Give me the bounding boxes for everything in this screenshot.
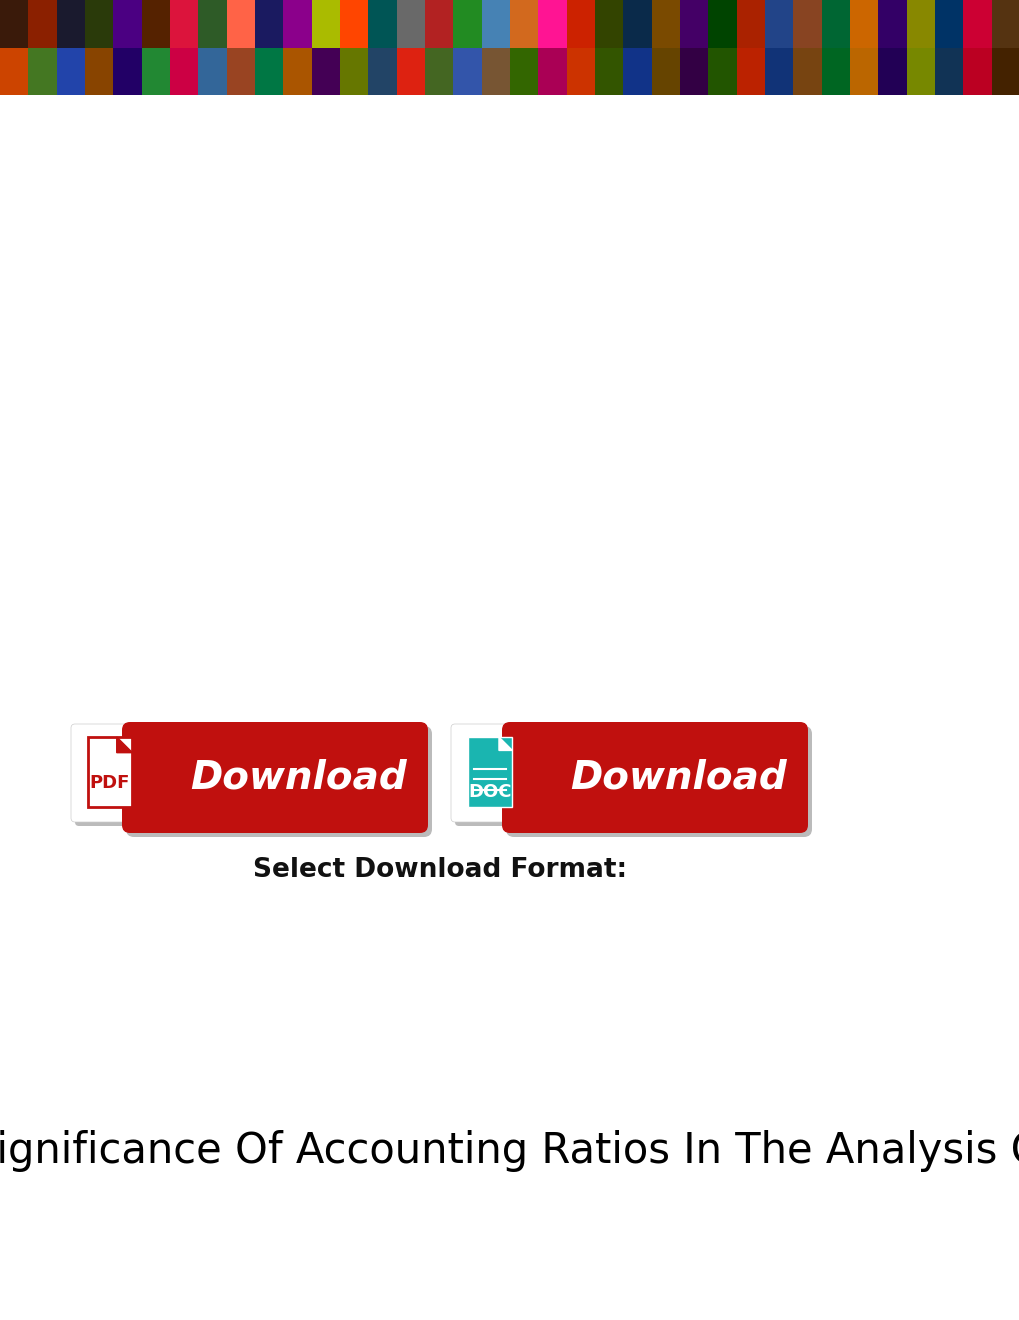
Bar bbox=[198, 0, 226, 48]
Bar bbox=[962, 48, 990, 95]
Bar bbox=[57, 48, 85, 95]
Bar bbox=[594, 0, 623, 48]
Bar bbox=[170, 48, 198, 95]
Bar bbox=[934, 48, 962, 95]
Bar bbox=[312, 48, 339, 95]
Bar bbox=[962, 0, 990, 48]
Bar bbox=[29, 0, 57, 48]
Bar bbox=[452, 48, 481, 95]
FancyBboxPatch shape bbox=[75, 729, 153, 826]
Text: DOC: DOC bbox=[468, 783, 512, 801]
Bar bbox=[255, 48, 283, 95]
Bar bbox=[368, 48, 396, 95]
Bar bbox=[707, 48, 736, 95]
Text: Download: Download bbox=[190, 759, 407, 796]
FancyBboxPatch shape bbox=[467, 737, 512, 808]
Bar bbox=[538, 48, 567, 95]
Bar bbox=[425, 48, 452, 95]
Bar bbox=[0, 48, 29, 95]
Bar bbox=[764, 48, 793, 95]
Bar bbox=[481, 48, 510, 95]
FancyBboxPatch shape bbox=[454, 729, 533, 826]
Text: Download: Download bbox=[570, 759, 786, 796]
Bar bbox=[396, 48, 425, 95]
Bar bbox=[538, 0, 567, 48]
Bar bbox=[567, 0, 594, 48]
Bar bbox=[255, 0, 283, 48]
Bar bbox=[849, 0, 877, 48]
Bar bbox=[339, 0, 368, 48]
FancyBboxPatch shape bbox=[505, 726, 811, 837]
Bar bbox=[226, 0, 255, 48]
Bar bbox=[821, 0, 849, 48]
Bar bbox=[283, 48, 312, 95]
Bar bbox=[29, 48, 57, 95]
Bar bbox=[396, 0, 425, 48]
Bar bbox=[312, 0, 339, 48]
Bar bbox=[85, 0, 113, 48]
Bar bbox=[510, 0, 538, 48]
Bar bbox=[680, 48, 707, 95]
Bar bbox=[906, 48, 934, 95]
Bar bbox=[651, 0, 680, 48]
Bar bbox=[113, 0, 142, 48]
Bar bbox=[452, 0, 481, 48]
Bar bbox=[57, 0, 85, 48]
Bar bbox=[736, 48, 764, 95]
FancyBboxPatch shape bbox=[501, 722, 807, 833]
Bar bbox=[142, 0, 170, 48]
Bar bbox=[990, 0, 1019, 48]
Bar bbox=[594, 48, 623, 95]
Bar bbox=[990, 48, 1019, 95]
Bar bbox=[877, 48, 906, 95]
Bar bbox=[623, 0, 651, 48]
Polygon shape bbox=[498, 737, 512, 751]
Bar bbox=[0, 0, 29, 48]
Bar bbox=[934, 0, 962, 48]
Text: PDF: PDF bbox=[90, 774, 130, 792]
Bar bbox=[170, 0, 198, 48]
Bar bbox=[764, 0, 793, 48]
Bar bbox=[793, 48, 821, 95]
Bar bbox=[567, 48, 594, 95]
Bar bbox=[736, 0, 764, 48]
Text: Significance Of Accounting Ratios In The Analysis Of Financial Statements: Significance Of Accounting Ratios In The… bbox=[0, 1130, 1019, 1172]
FancyBboxPatch shape bbox=[71, 723, 149, 822]
FancyBboxPatch shape bbox=[122, 722, 428, 833]
Bar bbox=[283, 0, 312, 48]
Bar bbox=[906, 0, 934, 48]
Bar bbox=[425, 0, 452, 48]
Bar bbox=[113, 48, 142, 95]
Text: Select Download Format:: Select Download Format: bbox=[253, 857, 627, 883]
Bar bbox=[481, 0, 510, 48]
Bar bbox=[680, 0, 707, 48]
Bar bbox=[793, 0, 821, 48]
Bar bbox=[623, 48, 651, 95]
Bar bbox=[849, 48, 877, 95]
Bar bbox=[226, 48, 255, 95]
FancyBboxPatch shape bbox=[88, 737, 132, 808]
Bar bbox=[142, 48, 170, 95]
FancyBboxPatch shape bbox=[450, 723, 529, 822]
FancyBboxPatch shape bbox=[126, 726, 432, 837]
Polygon shape bbox=[116, 737, 132, 752]
Bar bbox=[821, 48, 849, 95]
Bar bbox=[707, 0, 736, 48]
Bar bbox=[651, 48, 680, 95]
Bar bbox=[510, 48, 538, 95]
Bar bbox=[368, 0, 396, 48]
Bar bbox=[877, 0, 906, 48]
Bar bbox=[85, 48, 113, 95]
Bar bbox=[339, 48, 368, 95]
Bar bbox=[198, 48, 226, 95]
